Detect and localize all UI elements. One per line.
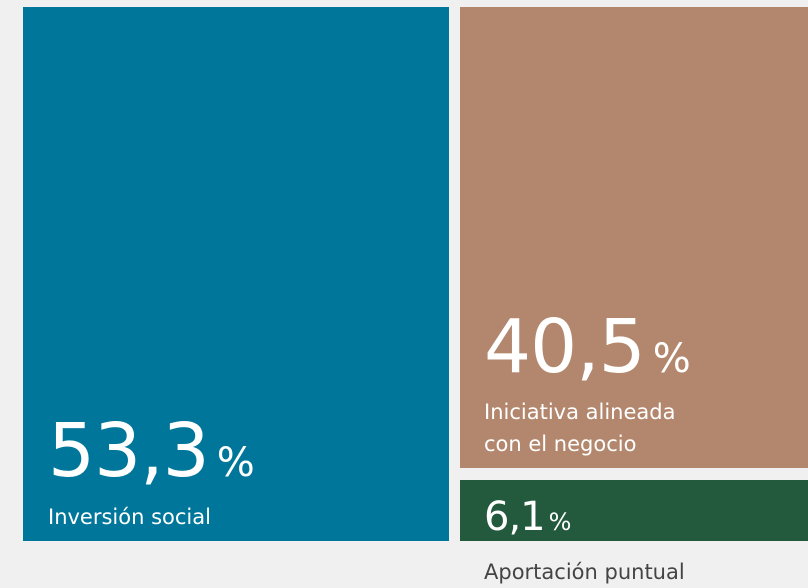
value-number: 53,3 <box>48 408 210 494</box>
value-number: 40,5 <box>484 304 646 390</box>
percent-sign: % <box>652 336 691 382</box>
value-iniciativa-alineada: 40,5% <box>484 310 691 384</box>
tile-inversion-social <box>23 7 449 541</box>
tile-iniciativa-alineada <box>460 7 808 468</box>
percent-sign: % <box>216 440 255 486</box>
label-line-2: con el negocio <box>484 432 637 456</box>
percent-sign: % <box>548 508 572 536</box>
tile-aportacion-puntual <box>460 480 808 541</box>
label-line-1: Iniciativa alineada <box>484 400 676 424</box>
label-inversion-social: Inversión social <box>48 505 211 529</box>
label-aportacion-puntual: Aportación puntual <box>484 560 685 584</box>
value-number: 6,1 <box>484 494 546 540</box>
label-iniciativa-alineada: Iniciativa alineada con el negocio <box>484 396 675 460</box>
value-inversion-social: 53,3% <box>48 414 255 488</box>
value-aportacion-puntual: 6,1% <box>484 497 571 537</box>
